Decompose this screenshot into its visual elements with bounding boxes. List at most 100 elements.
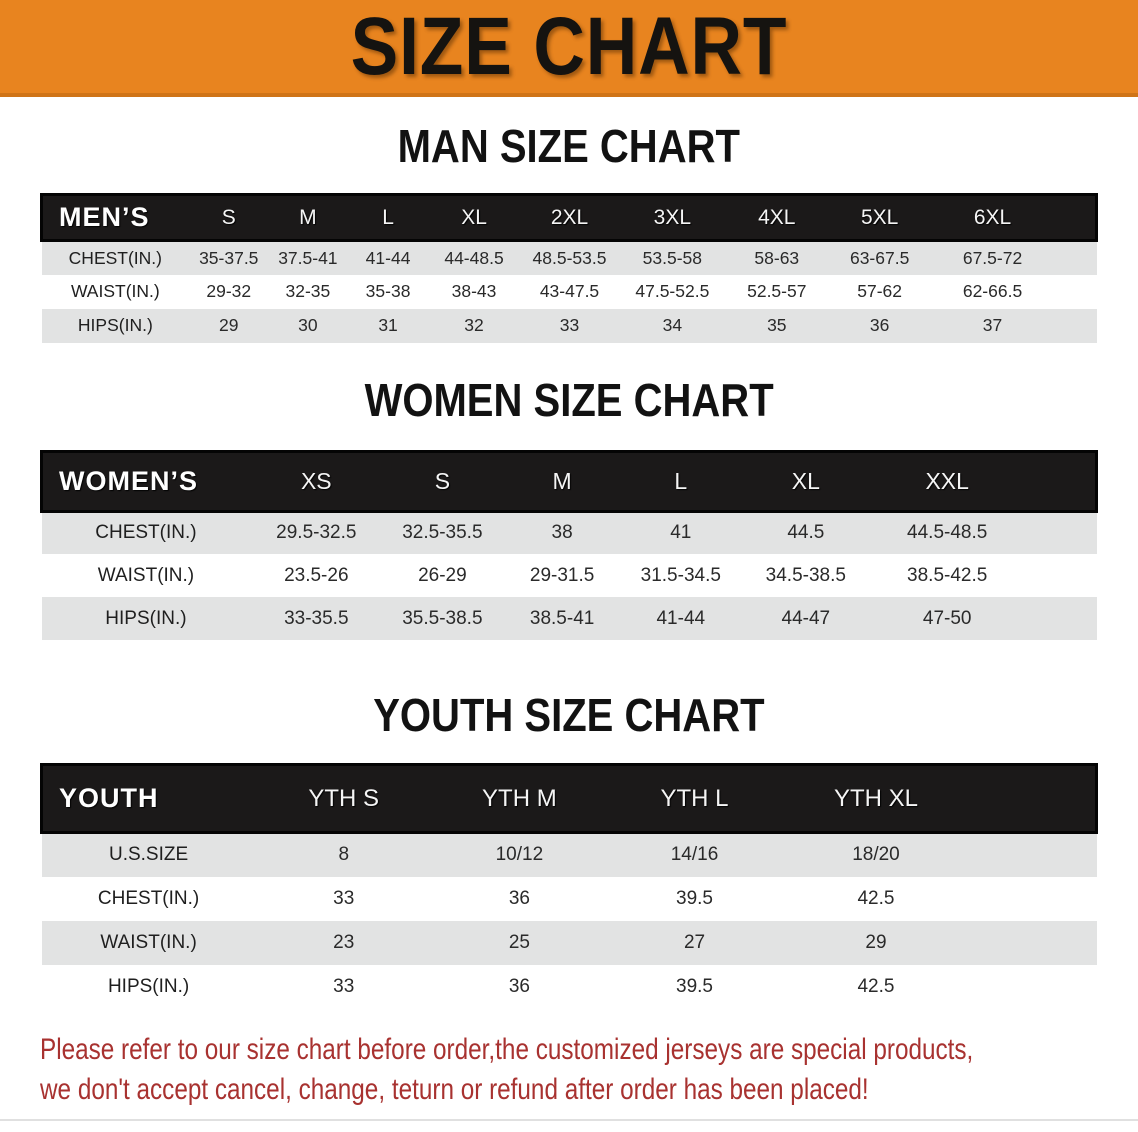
size-column-header: XXL	[871, 449, 1023, 513]
size-value: 39.5	[676, 975, 713, 997]
size-value: 32	[428, 308, 520, 343]
row-label: U.S.SIZE	[41, 831, 256, 877]
size-value: 36	[508, 887, 530, 909]
size-value: 29	[189, 308, 269, 343]
size-value: 33	[333, 975, 355, 997]
size-column-header: L	[621, 449, 740, 513]
size-value: 35-38	[365, 281, 411, 301]
size-column-header: M	[268, 193, 348, 242]
spacer-cell	[1022, 597, 1097, 640]
youth-size-section: YOUTH SIZE CHART YOUTH YTH S YTH M YTH L YTH…	[0, 689, 1138, 1009]
youth-size-table: YOUTH YTH S YTH M YTH L YTH XL U.S.SIZE 8 10/12…	[39, 763, 1098, 1009]
size-table: MEN’S S M L XL 2XL 3XL 4XL 5XL 6XL CHEST(IN.) 35-37…	[40, 193, 1099, 343]
size-column-header: YTH XL	[782, 763, 970, 834]
size-value: 32.5-35.5	[382, 509, 503, 554]
measurement-row: WAIST(IN.) 29-32 32-35 35-38 38-43 43-47.5 47.…	[42, 275, 1097, 309]
size-value: 37	[930, 308, 1055, 343]
size-value: 8	[255, 831, 432, 877]
spacer-cell	[1022, 449, 1098, 513]
measurement-row: WAIST(IN.) 23 25 27 29	[41, 920, 1097, 965]
size-value: 38.5-42.5	[907, 564, 988, 586]
size-value: 53.5-58	[619, 239, 726, 275]
size-table: WOMEN’S XS S M L XL XXL CHEST(IN.) 29.5-32.5 32.5…	[40, 449, 1098, 640]
size-column-header: XL	[428, 193, 520, 242]
size-value: 39.5	[676, 887, 713, 909]
size-value: 67.5-72	[930, 239, 1055, 275]
size-column-header: 2XL	[519, 193, 620, 242]
size-value: 23	[255, 920, 432, 965]
size-value: 38.5-41	[502, 597, 622, 640]
table-corner-label: WOMEN’S	[40, 449, 251, 513]
women-size-section: WOMEN SIZE CHART WOMEN’S XS S M L XL XXL CHEST(…	[0, 374, 1138, 640]
measurement-row: HIPS(IN.) 33 36 39.5 42.5	[42, 965, 1097, 1009]
size-column-header: S	[189, 193, 269, 242]
size-value: 29	[782, 920, 970, 965]
header-row: YOUTH YTH S YTH M YTH L YTH XL	[39, 763, 1098, 834]
size-value: 44.5-48.5	[871, 509, 1023, 554]
row-label: HIPS(IN.)	[41, 308, 190, 343]
size-value: 63-67.5	[828, 239, 931, 275]
size-value: 38	[502, 509, 622, 554]
spacer-cell	[1054, 239, 1097, 275]
size-column-header: YTH S	[255, 763, 432, 834]
size-column-header: 5XL	[828, 193, 931, 242]
size-value: 23.5-26	[284, 564, 349, 586]
size-column-header: XS	[250, 449, 383, 513]
size-value: 33-35.5	[250, 597, 383, 640]
row-label: WAIST(IN.)	[97, 564, 195, 586]
size-column-header: YTH L	[606, 763, 783, 834]
spacer-cell	[1054, 275, 1096, 309]
size-value: 41-44	[621, 597, 740, 640]
spacer-cell	[1023, 554, 1097, 597]
size-column-header: 6XL	[930, 193, 1055, 242]
measurement-row: HIPS(IN.) 33-35.5 35.5-38.5 38.5-41 41-44 44-…	[41, 597, 1097, 640]
measurement-row: U.S.SIZE 8 10/12 14/16 18/20	[41, 831, 1097, 877]
size-value: 31.5-34.5	[640, 564, 721, 586]
row-label: CHEST(IN.)	[41, 509, 251, 554]
size-value: 27	[606, 920, 783, 965]
spacer-cell	[970, 965, 1097, 1009]
size-value: 48.5-53.5	[519, 239, 620, 275]
spacer-cell	[1054, 308, 1097, 343]
size-value: 29.5-32.5	[250, 509, 383, 554]
size-value: 35-37.5	[189, 239, 269, 275]
size-value: 43-47.5	[539, 281, 600, 301]
size-value: 41	[621, 509, 740, 554]
row-label: HIPS(IN.)	[41, 597, 251, 640]
size-value: 34	[619, 308, 726, 343]
size-value: 33	[333, 887, 355, 909]
size-value: 35	[725, 308, 829, 343]
row-label: HIPS(IN.)	[107, 975, 190, 997]
size-column-header: 4XL	[725, 193, 829, 242]
banner-title: SIZE CHART	[350, 0, 788, 92]
size-value: 29-31.5	[529, 564, 595, 586]
spacer-cell	[969, 763, 1098, 834]
size-value: 36	[828, 308, 931, 343]
size-value: 36	[508, 975, 530, 997]
spacer-cell	[1054, 193, 1099, 242]
spacer-cell	[1022, 509, 1097, 554]
size-value: 44.5	[739, 509, 872, 554]
measurement-row: CHEST(IN.) 33 36 39.5 42.5	[42, 877, 1097, 921]
size-column-header: 3XL	[619, 193, 726, 242]
size-value: 47-50	[871, 597, 1023, 640]
size-value: 18/20	[782, 831, 970, 877]
size-value: 10/12	[431, 831, 607, 877]
spacer-cell	[969, 920, 1097, 965]
size-column-header: L	[347, 193, 429, 242]
size-value: 25	[431, 920, 607, 965]
header-row: MEN’S S M L XL 2XL 3XL 4XL 5XL 6XL	[40, 193, 1099, 242]
row-label: WAIST(IN.)	[41, 920, 256, 965]
measurement-row: WAIST(IN.) 23.5-26 26-29 29-31.5 31.5-34.5 34…	[42, 554, 1097, 597]
size-value: 44-48.5	[428, 239, 520, 275]
size-value: 32-35	[285, 281, 331, 301]
disclaimer-line-2: we don't accept cancel, change, teturn o…	[40, 1072, 869, 1106]
size-column-header: M	[502, 449, 622, 513]
row-label: CHEST(IN.)	[97, 887, 200, 909]
size-value: 14/16	[606, 831, 783, 877]
measurement-row: CHEST(IN.) 29.5-32.5 32.5-35.5 38 41 44.5 44.5…	[41, 509, 1097, 554]
men-size-table: MEN’S S M L XL 2XL 3XL 4XL 5XL 6XL CHEST(IN.) 35-37…	[40, 193, 1099, 343]
women-size-table: WOMEN’S XS S M L XL XXL CHEST(IN.) 29.5-32.5 32.5…	[40, 449, 1098, 640]
size-value: 52.5-57	[747, 281, 807, 301]
size-column-header: YTH M	[431, 763, 607, 834]
